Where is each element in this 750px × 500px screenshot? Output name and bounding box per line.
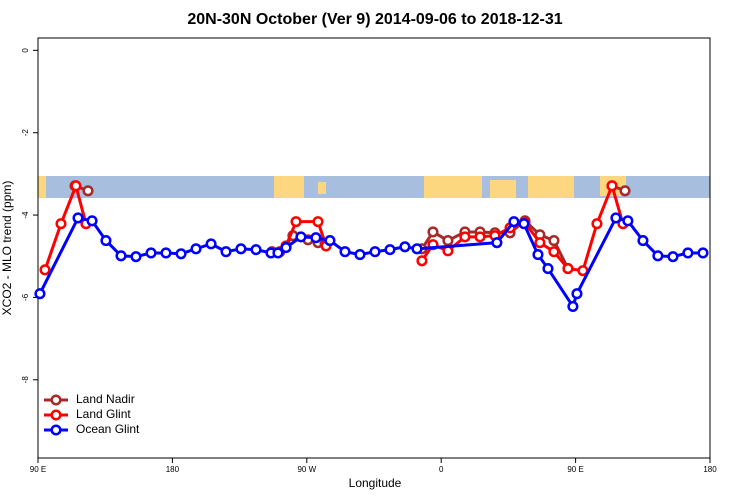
point xyxy=(474,231,486,243)
point xyxy=(310,232,322,244)
point xyxy=(652,250,664,262)
point xyxy=(354,249,366,261)
point xyxy=(411,243,423,255)
point xyxy=(567,300,579,313)
point xyxy=(145,247,157,259)
point xyxy=(518,218,530,230)
point xyxy=(459,231,471,243)
x-tick-label: 90 E xyxy=(567,465,583,474)
point xyxy=(369,246,381,258)
x-tick-label: 90 E xyxy=(30,465,46,474)
point xyxy=(591,218,603,230)
point xyxy=(384,244,396,256)
x-axis-label: Longitude xyxy=(349,476,402,490)
point xyxy=(312,216,324,228)
point xyxy=(548,235,560,247)
map-land xyxy=(38,176,46,198)
plot-frame xyxy=(37,37,711,459)
point xyxy=(39,264,51,276)
y-axis-label: XCO2 - MLO trend (ppm) xyxy=(0,181,14,316)
chart-title: 20N-30N October (Ver 9) 2014-09-06 to 20… xyxy=(187,11,562,28)
y-tick-label: -6 xyxy=(21,293,30,301)
point xyxy=(70,180,82,192)
point xyxy=(130,251,142,263)
point xyxy=(491,237,503,249)
point xyxy=(416,255,428,267)
point xyxy=(427,226,439,238)
point xyxy=(508,216,520,228)
point xyxy=(682,247,694,259)
point xyxy=(622,215,634,227)
point xyxy=(235,243,247,255)
point xyxy=(205,238,217,250)
point xyxy=(667,251,679,263)
point xyxy=(220,246,232,258)
point xyxy=(72,212,84,224)
point xyxy=(548,246,560,258)
map-land xyxy=(528,176,574,198)
point xyxy=(115,250,127,262)
point xyxy=(697,247,709,259)
legend-label: Land Nadir xyxy=(76,392,135,406)
point xyxy=(562,263,574,275)
point xyxy=(272,247,284,259)
point xyxy=(290,216,302,228)
point xyxy=(637,235,649,247)
y-tick-label: -8 xyxy=(21,376,30,384)
point xyxy=(534,237,546,249)
legend-marker xyxy=(50,424,62,436)
legend-marker xyxy=(50,394,62,406)
y-tick-label: -2 xyxy=(21,129,30,137)
point xyxy=(34,288,46,300)
x-tick-label: 180 xyxy=(166,465,180,474)
point xyxy=(399,241,411,253)
point xyxy=(100,235,112,247)
point xyxy=(190,243,202,255)
series-line xyxy=(38,216,703,308)
point xyxy=(250,244,262,256)
point xyxy=(610,212,622,224)
x-tick-label: 0 xyxy=(439,465,444,474)
point xyxy=(606,180,618,192)
point xyxy=(619,185,631,197)
x-tick-label: 90 W xyxy=(297,465,316,474)
point xyxy=(339,246,351,258)
point xyxy=(160,247,172,259)
map-land xyxy=(424,176,482,198)
point xyxy=(571,288,583,300)
point xyxy=(532,249,544,261)
y-tick-label: 0 xyxy=(21,48,30,53)
map-land xyxy=(318,182,326,194)
point xyxy=(86,215,98,227)
y-tick-label: -4 xyxy=(21,211,30,219)
legend-marker xyxy=(50,409,62,421)
point xyxy=(55,218,67,230)
point xyxy=(442,235,454,247)
legend-label: Ocean Glint xyxy=(76,422,140,436)
map-land xyxy=(274,176,304,198)
point xyxy=(280,242,292,254)
x-tick-label: 180 xyxy=(703,465,717,474)
point xyxy=(175,248,187,260)
legend-label: Land Glint xyxy=(76,407,131,421)
point xyxy=(295,231,307,243)
point xyxy=(542,263,554,275)
point xyxy=(82,185,94,197)
map-land xyxy=(490,180,516,198)
point xyxy=(324,235,336,247)
